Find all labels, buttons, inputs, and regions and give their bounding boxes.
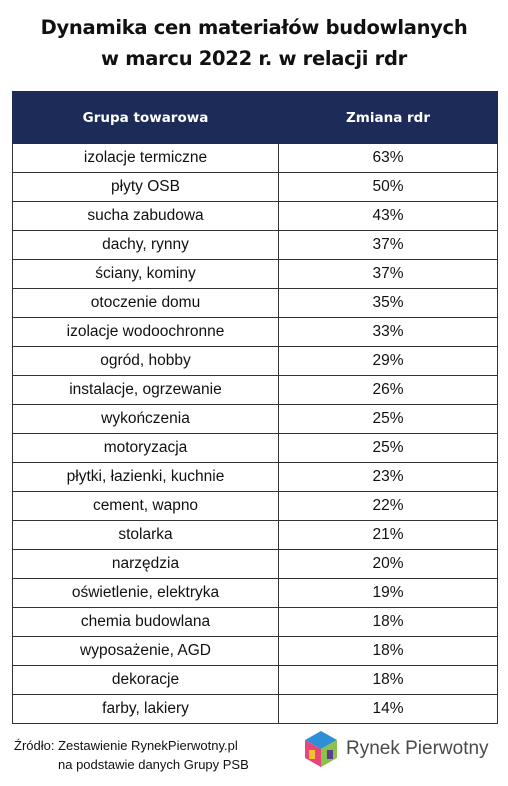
- product-group-cell: ściany, kominy: [12, 259, 279, 289]
- product-group-cell: dachy, rynny: [12, 230, 279, 260]
- yoy-change-cell: 37%: [278, 230, 498, 260]
- table-row: sucha zabudowa 43%: [12, 201, 498, 231]
- header-product-group: Grupa towarowa: [12, 91, 279, 144]
- product-group-cell: ogród, hobby: [12, 346, 279, 376]
- product-group-cell: płyty OSB: [12, 172, 279, 202]
- table-row: farby, lakiery 14%: [12, 694, 498, 724]
- table-row: cement, wapno 22%: [12, 491, 498, 521]
- table-row: instalacje, ogrzewanie 26%: [12, 375, 498, 405]
- yoy-change-cell: 14%: [278, 694, 498, 724]
- table-row: dekoracje 18%: [12, 665, 498, 695]
- title-line-2: w marcu 2022 r. w relacji rdr: [101, 47, 407, 70]
- table-row: płyty OSB 50%: [12, 172, 498, 202]
- source-line-1: Źródło: Zestawienie RynekPierwotny.pl: [14, 738, 238, 753]
- product-group-cell: dekoracje: [12, 665, 279, 695]
- yoy-change-cell: 18%: [278, 636, 498, 666]
- yoy-change-cell: 63%: [278, 143, 498, 173]
- product-group-cell: motoryzacja: [12, 433, 279, 463]
- yoy-change-cell: 22%: [278, 491, 498, 521]
- yoy-change-cell: 23%: [278, 462, 498, 492]
- yoy-change-cell: 43%: [278, 201, 498, 231]
- yoy-change-cell: 35%: [278, 288, 498, 318]
- table-row: dachy, rynny 37%: [12, 230, 498, 260]
- yoy-change-cell: 37%: [278, 259, 498, 289]
- product-group-cell: wykończenia: [12, 404, 279, 434]
- product-group-cell: wyposażenie, AGD: [12, 636, 279, 666]
- table-row: stolarka 21%: [12, 520, 498, 550]
- product-group-cell: izolacje wodoochronne: [12, 317, 279, 347]
- product-group-cell: płytki, łazienki, kuchnie: [12, 462, 279, 492]
- product-group-cell: oświetlenie, elektryka: [12, 578, 279, 608]
- header-yoy-change: Zmiana rdr: [278, 91, 498, 144]
- title-line-1: Dynamika cen materiałów budowlanych: [40, 16, 468, 39]
- table-row: ściany, kominy 37%: [12, 259, 498, 289]
- table-row: narzędzia 20%: [12, 549, 498, 579]
- table-row: płytki, łazienki, kuchnie 23%: [12, 462, 498, 492]
- yoy-change-cell: 25%: [278, 433, 498, 463]
- table-row: motoryzacja 25%: [12, 433, 498, 463]
- product-group-cell: otoczenie domu: [12, 288, 279, 318]
- yoy-change-cell: 25%: [278, 404, 498, 434]
- yoy-change-cell: 20%: [278, 549, 498, 579]
- yoy-change-cell: 50%: [278, 172, 498, 202]
- brand-logo: Rynek Pierwotny: [303, 729, 489, 769]
- product-group-cell: stolarka: [12, 520, 279, 550]
- product-group-cell: farby, lakiery: [12, 694, 279, 724]
- product-group-cell: cement, wapno: [12, 491, 279, 521]
- table-row: izolacje wodoochronne 33%: [12, 317, 498, 347]
- yoy-change-cell: 33%: [278, 317, 498, 347]
- yoy-change-cell: 21%: [278, 520, 498, 550]
- table-row: wykończenia 25%: [12, 404, 498, 434]
- yoy-change-cell: 18%: [278, 665, 498, 695]
- product-group-cell: sucha zabudowa: [12, 201, 279, 231]
- yoy-change-cell: 19%: [278, 578, 498, 608]
- rynek-pierwotny-logo-icon: [305, 731, 337, 767]
- table-row: chemia budowlana 18%: [12, 607, 498, 637]
- table-row: oświetlenie, elektryka 19%: [12, 578, 498, 608]
- table-row: izolacje termiczne 63%: [12, 143, 498, 173]
- logo-text: Rynek Pierwotny: [346, 738, 489, 759]
- source-note: Źródło: Zestawienie RynekPierwotny.pl na…: [14, 736, 249, 774]
- table-row: otoczenie domu 35%: [12, 288, 498, 318]
- yoy-change-cell: 29%: [278, 346, 498, 376]
- table-body: izolacje termiczne 63% płyty OSB 50% sucha z…: [12, 143, 498, 724]
- table-row: ogród, hobby 29%: [12, 346, 498, 376]
- product-group-cell: instalacje, ogrzewanie: [12, 375, 279, 405]
- yoy-change-cell: 18%: [278, 607, 498, 637]
- table-header-row: Grupa towarowa Zmiana rdr: [12, 91, 498, 144]
- source-line-2: na podstawie danych Grupy PSB: [58, 757, 249, 772]
- yoy-change-cell: 26%: [278, 375, 498, 405]
- product-group-cell: chemia budowlana: [12, 607, 279, 637]
- price-change-table: Grupa towarowa Zmiana rdr izolacje termi…: [12, 91, 498, 724]
- page-title: Dynamika cen materiałów budowlanych w ma…: [0, 12, 508, 74]
- table-row: wyposażenie, AGD 18%: [12, 636, 498, 666]
- product-group-cell: izolacje termiczne: [12, 143, 279, 173]
- product-group-cell: narzędzia: [12, 549, 279, 579]
